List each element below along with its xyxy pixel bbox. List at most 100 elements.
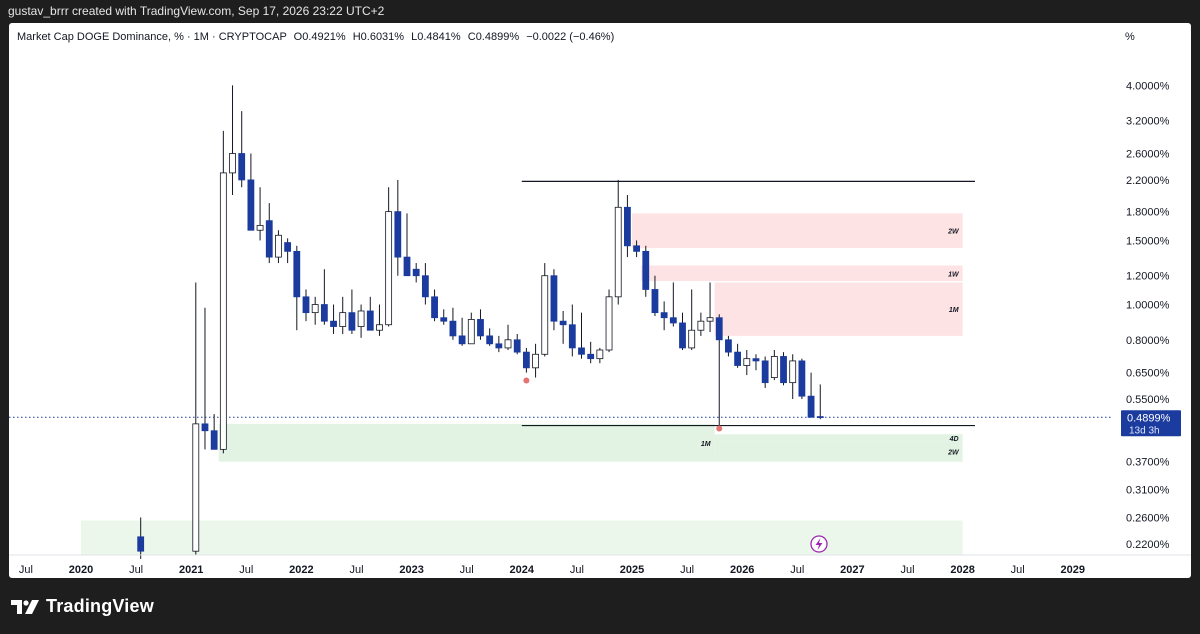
candle-2025-11 <box>725 339 732 353</box>
symbol-legend: Market Cap DOGE Dominance, % · 1M · CRYP… <box>17 31 614 43</box>
price-tag-value: 0.4899% <box>1127 412 1171 424</box>
chart-canvas[interactable]: 2W 1W 1M 1M 4D 2W 4.0000% 3.2000% 2.6000% 2.2000%… <box>9 23 1191 578</box>
y-tick-label-14: 0.2200% <box>1126 539 1170 551</box>
candle-2026-09 <box>816 416 824 419</box>
candle-2024-12 <box>624 206 631 247</box>
candle-2024-11 <box>614 206 622 298</box>
y-tick-label-10: 0.5500% <box>1126 394 1170 406</box>
x-tick-label-19: 2029 <box>1061 564 1085 576</box>
candle-2022-09 <box>376 324 383 331</box>
candle-2024-09 <box>596 349 604 360</box>
lightning-icon-bolt <box>815 538 823 550</box>
x-tick-label-3: 2021 <box>179 564 203 576</box>
candle-2026-04 <box>770 356 778 378</box>
x-tick-label-2: Jul <box>129 564 143 576</box>
legend-high: H0.6031% <box>352 31 405 43</box>
supply-zone-1 <box>641 265 963 282</box>
candle-2026-05 <box>780 356 787 384</box>
y-tick-label-6: 1.2000% <box>1126 271 1170 283</box>
candle-2024-08 <box>587 353 595 360</box>
candle-2022-05 <box>339 312 347 327</box>
candle-2021-02 <box>201 423 209 432</box>
zone-label-5: 2W <box>947 450 960 457</box>
price-tag-bg <box>1121 410 1181 437</box>
x-tick-label-11: 2025 <box>620 564 644 576</box>
candle-2024-01 <box>522 351 530 369</box>
candle-2022-08 <box>366 310 374 331</box>
x-tick-label-14: Jul <box>790 564 804 576</box>
candle-2024-03 <box>541 275 549 355</box>
candle-2023-02 <box>421 275 429 298</box>
candle-2023-12 <box>513 339 521 353</box>
candle-2026-03 <box>761 360 769 384</box>
candle-2023-09 <box>486 335 494 345</box>
legend-close: C0.4899% <box>467 31 520 43</box>
candle-2021-09 <box>265 220 273 258</box>
candle-2021-03 <box>210 430 218 450</box>
x-tick-label-7: 2023 <box>399 564 423 576</box>
y-tick-label-8: 0.8000% <box>1126 335 1170 347</box>
candle-2024-06 <box>568 324 576 349</box>
candle-2021-06 <box>238 153 246 181</box>
candle-2025-02 <box>642 250 650 290</box>
candle-2020-07 <box>137 536 145 552</box>
candle-2023-10 <box>495 343 503 349</box>
candle-2023-11 <box>504 339 512 349</box>
candle-2025-06 <box>679 322 686 349</box>
percent-scale-button[interactable]: % <box>1125 31 1135 43</box>
candle-2024-05 <box>559 320 567 326</box>
lightning-icon <box>810 535 828 553</box>
candle-2026-06 <box>789 360 797 384</box>
attribution-text: gustav_brrr created with TradingView.com… <box>8 4 385 18</box>
candle-2023-06 <box>458 335 466 345</box>
y-tick-label-5: 1.5000% <box>1126 235 1170 247</box>
candle-2023-05 <box>449 320 457 337</box>
zone-label-2: 1M <box>949 307 959 314</box>
candle-2024-10 <box>605 296 613 351</box>
x-tick-label-13: 2026 <box>730 564 754 576</box>
x-tick-label-18: Jul <box>1011 564 1025 576</box>
candle-2022-12 <box>403 256 411 277</box>
candle-2025-08 <box>697 320 705 331</box>
supply-zone-2 <box>714 282 963 336</box>
y-tick-label-12: 0.3100% <box>1126 485 1170 497</box>
candle-2021-01 <box>192 423 200 552</box>
candle-2025-03 <box>651 289 659 314</box>
candle-2021-08 <box>256 224 264 231</box>
zone-label-0: 2W <box>947 229 960 236</box>
candles-layer <box>137 85 824 559</box>
x-tick-label-5: 2022 <box>289 564 313 576</box>
candle-2022-04 <box>330 320 337 327</box>
candle-2021-10 <box>275 234 282 258</box>
x-tick-label-16: Jul <box>900 564 914 576</box>
attribution-bar: gustav_brrr created with TradingView.com… <box>0 0 1200 22</box>
zone-label-3: 1M <box>701 441 711 448</box>
x-tick-label-17: 2028 <box>950 564 974 576</box>
x-tick-label-15: 2027 <box>840 564 864 576</box>
candle-2022-10 <box>385 211 393 326</box>
price-tag-countdown: 13d 3h <box>1129 425 1160 436</box>
candle-2025-07 <box>688 329 696 349</box>
y-tick-label-3: 2.2000% <box>1126 175 1170 187</box>
candle-2025-09 <box>706 317 714 322</box>
x-tick-label-4: Jul <box>239 564 253 576</box>
y-tick-label-13: 0.2600% <box>1126 512 1170 524</box>
y-axis: 4.0000% 3.2000% 2.6000% 2.2000% 1.8000% 1.500… <box>1126 80 1170 550</box>
candle-2021-05 <box>229 153 236 174</box>
candle-2025-10 <box>715 317 723 341</box>
candle-2026-01 <box>743 358 751 366</box>
legend-low: L0.4841% <box>411 31 461 43</box>
candle-2024-07 <box>578 347 585 355</box>
demand-zone-4 <box>714 434 963 442</box>
candle-2021-11 <box>284 242 292 252</box>
candle-2021-07 <box>247 179 255 231</box>
candle-2022-07 <box>357 310 365 327</box>
candle-2022-11 <box>394 211 402 258</box>
candle-2022-02 <box>311 304 319 314</box>
candle-2023-07 <box>467 319 475 345</box>
demand-zone-3 <box>218 423 715 462</box>
chart-panel[interactable]: 2W 1W 1M 1M 4D 2W 4.0000% 3.2000% 2.6000% 2.2000%… <box>9 23 1191 578</box>
x-tick-label-0: Jul <box>19 564 33 576</box>
x-tick-label-12: Jul <box>680 564 694 576</box>
zone-label-1: 1W <box>948 271 960 278</box>
